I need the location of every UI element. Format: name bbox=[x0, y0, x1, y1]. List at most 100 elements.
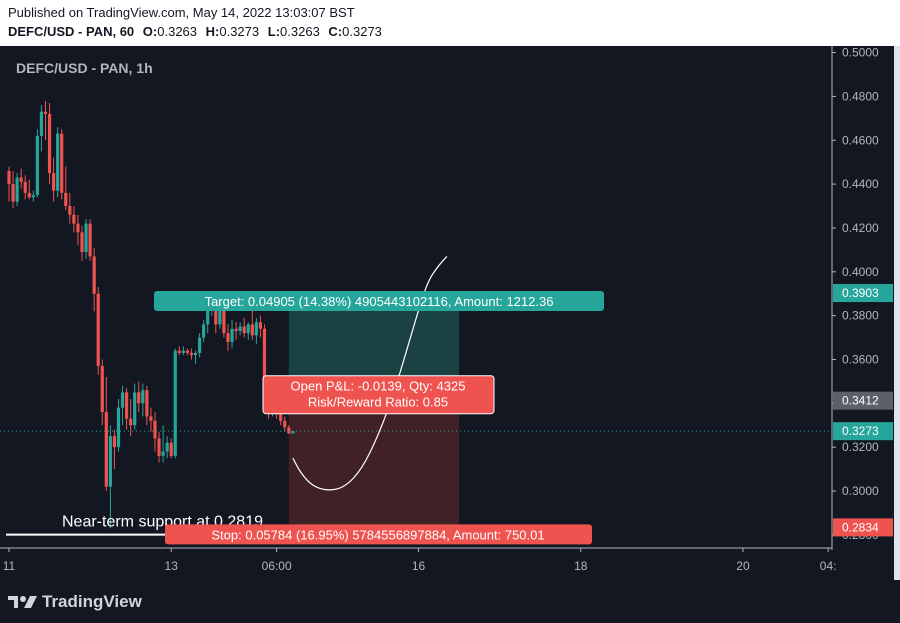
price-label: 0.3412 bbox=[842, 394, 879, 408]
candle-body bbox=[56, 133, 60, 191]
candle-body bbox=[153, 420, 157, 439]
candle-body bbox=[64, 192, 68, 207]
price-chart[interactable]: DEFC/USD - PAN, 1h Near-term support at … bbox=[0, 46, 894, 580]
open-label: O: bbox=[142, 24, 158, 39]
stop-label: Stop: 0.05784 (16.95%) 5784556897884, Am… bbox=[211, 527, 544, 542]
candle-body bbox=[287, 427, 291, 434]
price-tick-label: 0.4600 bbox=[842, 133, 879, 147]
candle-body bbox=[193, 352, 198, 356]
candle-body bbox=[60, 133, 64, 193]
candle-body bbox=[19, 177, 23, 182]
published-info: Published on TradingView.com, May 14, 20… bbox=[8, 5, 355, 20]
time-tick-label: 04: bbox=[820, 559, 837, 573]
candle-body bbox=[254, 322, 258, 336]
candle-body bbox=[39, 111, 44, 136]
chart-watermark: DEFC/USD - PAN, 1h bbox=[16, 60, 153, 76]
candle-body bbox=[104, 412, 108, 487]
footer-bar: TradingView bbox=[0, 580, 900, 623]
candle-body bbox=[161, 451, 165, 456]
candle-body bbox=[169, 442, 173, 456]
candle-body bbox=[15, 177, 19, 202]
candle-body bbox=[262, 328, 267, 391]
candle-body bbox=[11, 184, 15, 202]
candle-body bbox=[120, 392, 125, 408]
price-axis[interactable]: 0.5000 0.4800 0.4600 0.4400 0.4200 0.4000 0.38… bbox=[831, 46, 893, 550]
chart-area[interactable]: DEFC/USD - PAN, 1h Near-term support at … bbox=[0, 46, 900, 580]
candle-body bbox=[250, 324, 254, 336]
open-value: 0.3263 bbox=[157, 24, 198, 39]
candle-body bbox=[27, 192, 31, 198]
price-tick-label: 0.4200 bbox=[842, 221, 879, 235]
candle-body bbox=[238, 326, 242, 331]
candle-body bbox=[189, 352, 194, 356]
candle-body bbox=[35, 135, 39, 196]
time-tick-label: 11 bbox=[3, 559, 16, 573]
candle-body bbox=[116, 407, 121, 448]
candle-body bbox=[88, 223, 92, 257]
time-tick-label: 16 bbox=[412, 559, 426, 573]
candle-body bbox=[7, 170, 11, 185]
price-tick-label: 0.3200 bbox=[842, 440, 879, 454]
candle-body bbox=[279, 414, 283, 421]
candle-body bbox=[173, 350, 177, 456]
price-tick-label: 0.4400 bbox=[842, 177, 879, 191]
symbol-interval: DEFC/USD - PAN, 60 bbox=[8, 24, 135, 39]
candle-body bbox=[230, 328, 234, 342]
candle-body bbox=[246, 324, 250, 334]
pnl-label: Open P&L: -0.0139, Qty: 4325 bbox=[291, 379, 466, 394]
price-label: 0.3903 bbox=[842, 286, 879, 300]
low-label: L: bbox=[267, 24, 281, 39]
candle-body bbox=[133, 392, 137, 426]
ohlc-line: DEFC/USD - PAN, 60 O:0.3263 H:0.3273 L:0… bbox=[8, 24, 382, 39]
price-tick-label: 0.5000 bbox=[842, 46, 879, 60]
price-tick-label: 0.3000 bbox=[842, 484, 879, 498]
price-tick-label: 0.4000 bbox=[842, 265, 879, 279]
low-value: 0.3263 bbox=[280, 24, 320, 39]
candle-body bbox=[92, 256, 96, 294]
time-tick-label: 20 bbox=[736, 559, 750, 573]
candle-body bbox=[112, 436, 117, 448]
candle-body bbox=[72, 214, 76, 224]
candle-body bbox=[129, 418, 133, 426]
candle-body bbox=[218, 309, 222, 325]
close-label: C: bbox=[328, 24, 343, 39]
high-value: 0.3273 bbox=[219, 24, 260, 39]
candle-body bbox=[157, 438, 161, 456]
candle-body bbox=[31, 195, 35, 198]
candle-body bbox=[206, 306, 210, 325]
candle-body bbox=[177, 350, 181, 353]
candles bbox=[7, 100, 295, 529]
price-label-bg bbox=[833, 518, 893, 537]
candle-body bbox=[47, 113, 52, 174]
price-label-bg bbox=[833, 422, 893, 441]
candle-body bbox=[258, 322, 263, 329]
candle-body bbox=[76, 223, 80, 233]
candle-body bbox=[197, 337, 202, 353]
candle-body bbox=[149, 416, 153, 421]
risk-reward-label: Risk/Reward Ratio: 0.85 bbox=[308, 395, 448, 410]
candle-body bbox=[222, 309, 226, 334]
candle-body bbox=[283, 420, 287, 428]
candle-body bbox=[145, 390, 149, 417]
candle-body bbox=[181, 350, 185, 353]
candle-body bbox=[100, 366, 104, 413]
tradingview-logo-text: TradingView bbox=[42, 592, 142, 611]
pnl-box bbox=[262, 375, 495, 415]
time-tick-label: 18 bbox=[574, 559, 588, 573]
candle-body bbox=[202, 324, 206, 338]
high-label: H: bbox=[205, 24, 220, 39]
candle-body bbox=[43, 111, 48, 114]
time-axis[interactable]: 11 13 06:00 16 18 20 04: bbox=[0, 547, 837, 573]
close-value: 0.3273 bbox=[342, 24, 382, 39]
target-label: Target: 0.04905 (14.38%) 4905443102116, … bbox=[205, 294, 554, 309]
tradingview-logo[interactable]: TradingView bbox=[8, 592, 142, 612]
candle-body bbox=[108, 436, 112, 487]
price-label: 0.2834 bbox=[842, 520, 879, 534]
candle-body bbox=[137, 392, 141, 404]
price-tick-label: 0.3600 bbox=[842, 352, 879, 366]
price-tick-label: 0.4800 bbox=[842, 89, 879, 103]
time-tick-label: 13 bbox=[165, 559, 179, 573]
candle-body bbox=[80, 232, 84, 253]
stop-zone bbox=[288, 400, 460, 528]
